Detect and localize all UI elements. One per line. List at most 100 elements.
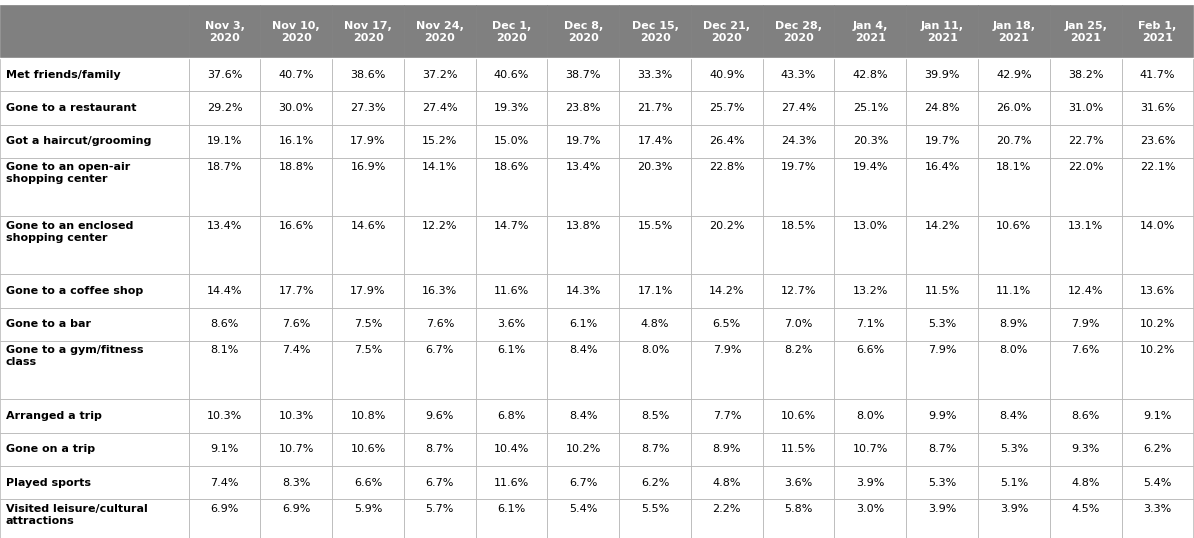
Bar: [620, 341, 691, 399]
Text: 14.1%: 14.1%: [423, 162, 457, 173]
Bar: [475, 466, 547, 499]
Text: 19.7%: 19.7%: [566, 137, 601, 146]
Bar: [691, 308, 763, 341]
Text: Gone to a bar: Gone to a bar: [6, 320, 91, 329]
Bar: [763, 399, 835, 433]
Bar: [0, 91, 189, 125]
Text: Gone to an enclosed
shopping center: Gone to an enclosed shopping center: [6, 221, 134, 243]
Text: 7.5%: 7.5%: [353, 320, 382, 329]
Text: 5.5%: 5.5%: [641, 504, 669, 514]
Bar: [189, 58, 260, 91]
Bar: [978, 499, 1050, 538]
Text: 8.0%: 8.0%: [641, 345, 670, 356]
Text: 14.2%: 14.2%: [924, 221, 960, 231]
Text: 17.1%: 17.1%: [638, 286, 672, 296]
Bar: [189, 91, 260, 125]
Bar: [620, 216, 691, 274]
Text: 3.9%: 3.9%: [999, 504, 1028, 514]
Text: 25.7%: 25.7%: [709, 103, 745, 113]
Text: 18.6%: 18.6%: [494, 162, 529, 173]
Bar: [404, 58, 475, 91]
Bar: [260, 308, 332, 341]
Bar: [906, 433, 978, 466]
Text: 12.4%: 12.4%: [1067, 286, 1103, 296]
Text: 27.3%: 27.3%: [350, 103, 386, 113]
Bar: [1050, 466, 1121, 499]
Text: 9.1%: 9.1%: [210, 444, 239, 454]
Text: 9.3%: 9.3%: [1071, 444, 1100, 454]
Text: 13.8%: 13.8%: [566, 221, 601, 231]
Text: 10.2%: 10.2%: [1140, 345, 1175, 356]
Bar: [835, 499, 906, 538]
Bar: [547, 216, 620, 274]
Text: 13.2%: 13.2%: [853, 286, 888, 296]
Text: 8.6%: 8.6%: [210, 320, 239, 329]
Bar: [620, 158, 691, 216]
Text: 25.1%: 25.1%: [853, 103, 888, 113]
Text: 18.7%: 18.7%: [207, 162, 242, 173]
Bar: [332, 466, 404, 499]
Text: 14.2%: 14.2%: [709, 286, 745, 296]
Text: 6.1%: 6.1%: [570, 320, 597, 329]
Text: 10.3%: 10.3%: [278, 411, 314, 421]
Bar: [0, 58, 189, 91]
Bar: [906, 274, 978, 308]
Text: 27.4%: 27.4%: [781, 103, 817, 113]
Text: 39.9%: 39.9%: [924, 70, 960, 80]
Bar: [978, 5, 1050, 58]
Bar: [1050, 433, 1121, 466]
Bar: [1050, 399, 1121, 433]
Bar: [691, 341, 763, 399]
Bar: [404, 433, 475, 466]
Bar: [332, 58, 404, 91]
Bar: [0, 125, 189, 158]
Bar: [835, 433, 906, 466]
Bar: [691, 466, 763, 499]
Text: Gone on a trip: Gone on a trip: [6, 444, 96, 454]
Bar: [547, 91, 620, 125]
Text: 3.6%: 3.6%: [498, 320, 525, 329]
Text: 20.2%: 20.2%: [709, 221, 745, 231]
Bar: [978, 158, 1050, 216]
Text: 7.4%: 7.4%: [282, 345, 310, 356]
Bar: [763, 466, 835, 499]
Bar: [978, 433, 1050, 466]
Text: 7.6%: 7.6%: [425, 320, 454, 329]
Text: 11.5%: 11.5%: [781, 444, 817, 454]
Bar: [1121, 399, 1193, 433]
Bar: [260, 433, 332, 466]
Bar: [332, 5, 404, 58]
Text: Dec 21,
2020: Dec 21, 2020: [703, 21, 750, 43]
Bar: [620, 5, 691, 58]
Bar: [547, 433, 620, 466]
Text: 7.9%: 7.9%: [713, 345, 741, 356]
Text: 14.3%: 14.3%: [566, 286, 601, 296]
Bar: [189, 308, 260, 341]
Text: 9.1%: 9.1%: [1143, 411, 1171, 421]
Bar: [404, 399, 475, 433]
Text: Visited leisure/cultural
attractions: Visited leisure/cultural attractions: [6, 504, 148, 526]
Text: 23.6%: 23.6%: [1140, 137, 1175, 146]
Bar: [475, 433, 547, 466]
Bar: [475, 216, 547, 274]
Bar: [475, 91, 547, 125]
Bar: [763, 58, 835, 91]
Bar: [906, 399, 978, 433]
Bar: [475, 5, 547, 58]
Text: 6.5%: 6.5%: [713, 320, 741, 329]
Bar: [404, 216, 475, 274]
Bar: [620, 308, 691, 341]
Bar: [0, 308, 189, 341]
Bar: [189, 274, 260, 308]
Bar: [906, 158, 978, 216]
Bar: [547, 5, 620, 58]
Bar: [978, 466, 1050, 499]
Text: 16.1%: 16.1%: [278, 137, 314, 146]
Bar: [763, 341, 835, 399]
Text: 17.9%: 17.9%: [350, 286, 386, 296]
Text: 11.6%: 11.6%: [494, 286, 529, 296]
Text: 38.2%: 38.2%: [1067, 70, 1103, 80]
Text: 22.0%: 22.0%: [1067, 162, 1103, 173]
Bar: [475, 308, 547, 341]
Bar: [1050, 158, 1121, 216]
